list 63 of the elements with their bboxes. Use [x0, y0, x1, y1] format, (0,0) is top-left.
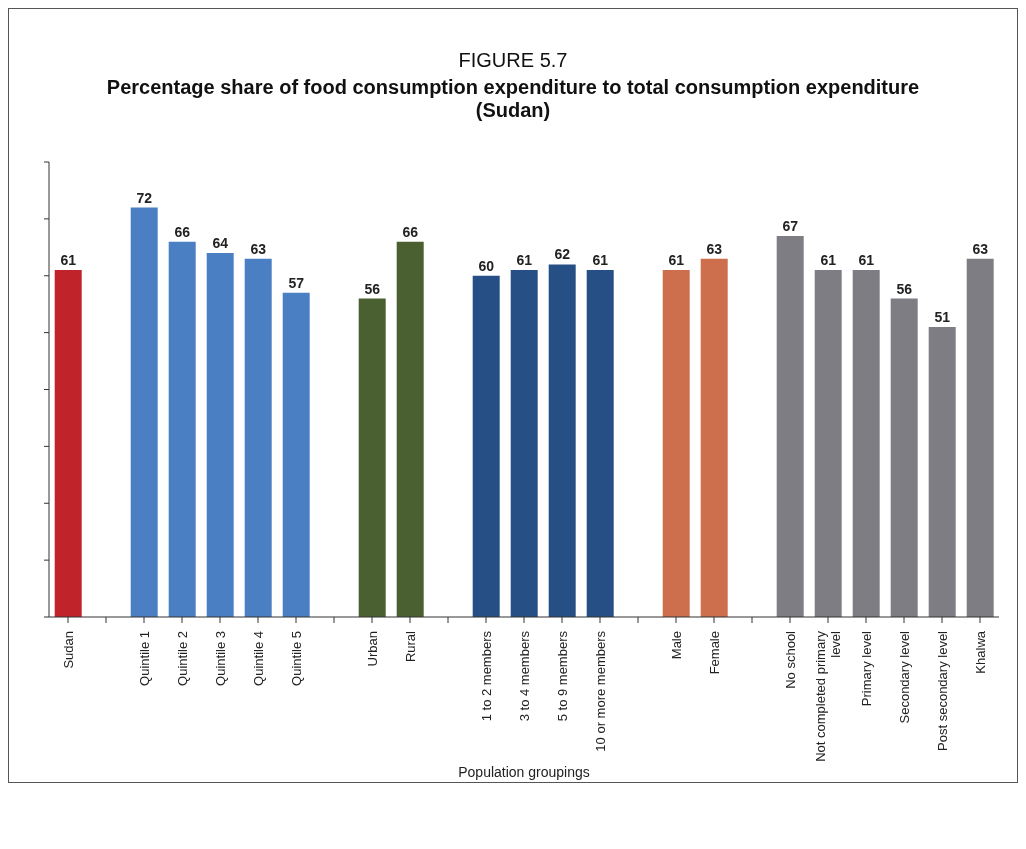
data-label: 66 — [174, 223, 191, 240]
data-label: 61 — [858, 252, 875, 269]
data-label: 72 — [136, 189, 153, 206]
data-label: 61 — [60, 252, 77, 269]
x-tick-label: 5 to 9 members — [554, 630, 570, 722]
bar — [282, 292, 310, 617]
x-tick-label: Male — [668, 631, 684, 660]
x-tick-label: Quintile 1 — [136, 631, 152, 686]
bar — [396, 241, 424, 617]
data-label: 63 — [250, 240, 267, 257]
data-label: 61 — [592, 252, 609, 269]
x-tick-label: Post secondary level — [934, 630, 950, 751]
x-tick-label: Khalwa — [972, 630, 988, 674]
data-label: 56 — [364, 280, 381, 297]
x-tick-label: Primary level — [858, 630, 874, 707]
bar — [168, 241, 196, 617]
x-tick-label: Quintile 5 — [288, 631, 304, 686]
data-label: 51 — [934, 308, 951, 325]
chart-subtitle: Percentage share of food consumption expenditure to total consumption expenditure (Sudan) — [105, 76, 921, 122]
data-label: 57 — [288, 274, 305, 291]
x-tick-label: Secondary level — [896, 630, 912, 724]
bar — [130, 207, 158, 617]
data-label: 56 — [896, 280, 913, 297]
bar — [662, 270, 690, 617]
bar — [244, 258, 272, 617]
bar — [700, 258, 728, 617]
x-tick-label: 1 to 2 members — [478, 630, 494, 722]
data-label: 60 — [478, 257, 495, 274]
data-label: 61 — [820, 252, 837, 269]
bar — [852, 270, 880, 617]
x-tick-label: Quintile 4 — [250, 631, 266, 686]
x-tick-label: Sudan — [60, 631, 76, 669]
data-label: 67 — [782, 217, 799, 234]
x-tick-label: Quintile 3 — [212, 631, 228, 686]
data-label: 66 — [402, 223, 419, 240]
bar — [358, 298, 386, 617]
data-label: 62 — [554, 246, 571, 263]
bar — [814, 270, 842, 617]
x-tick-label: No school — [782, 630, 798, 689]
bar — [928, 326, 956, 617]
data-label: 64 — [212, 235, 229, 251]
x-tick-label: 10 or more members — [592, 630, 608, 752]
x-tick-label: Quintile 2 — [174, 631, 190, 686]
x-axis-title: Population groupings — [458, 764, 590, 780]
bar — [510, 270, 538, 617]
chart-title: FIGURE 5.7 — [457, 49, 569, 72]
bar — [776, 235, 804, 617]
data-label: 63 — [706, 240, 723, 257]
bar — [54, 270, 82, 617]
x-tick-label: Not completed primary level — [813, 630, 843, 762]
x-tick-label: Female — [706, 631, 722, 675]
data-label: 61 — [516, 252, 533, 269]
bar — [548, 264, 576, 617]
data-label: 63 — [972, 240, 989, 257]
data-label: 61 — [668, 252, 685, 269]
x-tick-label: Rural — [402, 630, 418, 663]
bar — [966, 258, 994, 617]
bar — [206, 253, 234, 617]
x-tick-label: Urban — [364, 631, 380, 667]
bar — [890, 298, 918, 617]
bar — [472, 275, 500, 617]
x-tick-label: 3 to 4 members — [516, 630, 532, 722]
bar — [586, 270, 614, 617]
